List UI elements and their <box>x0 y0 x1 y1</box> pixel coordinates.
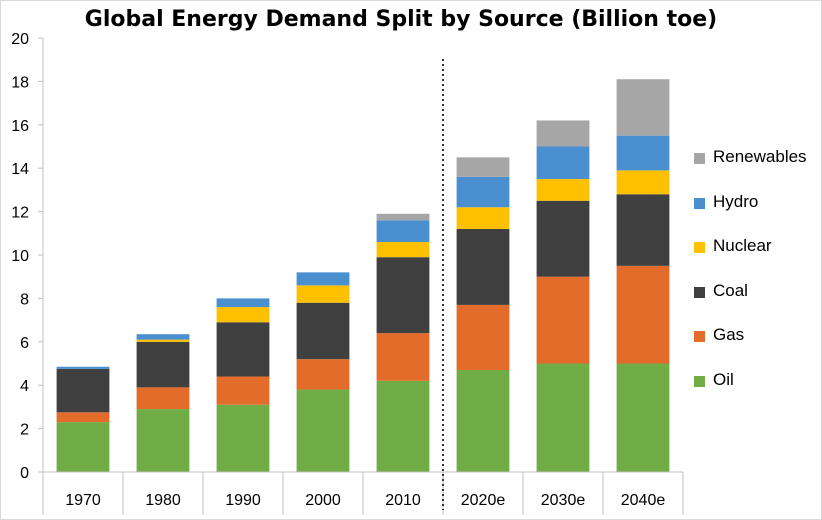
bar-segment-nuclear-2000 <box>296 285 350 303</box>
bar-segment-coal-1990 <box>216 322 270 377</box>
bar-segment-nuclear-2010 <box>376 241 430 258</box>
bar-segment-oil-1970 <box>56 422 110 472</box>
bar-segment-gas-1990 <box>216 376 270 405</box>
y-tick-label: 0 <box>20 465 29 482</box>
bar-segment-oil-2000 <box>296 389 350 472</box>
legend-item-gas: Gas <box>694 322 819 367</box>
legend-label: Gas <box>713 325 745 345</box>
bar-segment-gas-2040e <box>616 265 670 364</box>
x-tick-label: 2040e <box>621 492 666 509</box>
legend-label: Coal <box>713 280 748 300</box>
bar-segment-coal-2020e <box>456 228 510 305</box>
y-tick-label: 20 <box>11 31 29 48</box>
legend-label: Nuclear <box>713 236 772 256</box>
legend-item-hydro: Hydro <box>694 189 819 234</box>
bar-segment-gas-2000 <box>296 359 350 390</box>
legend-item-coal: Coal <box>694 278 819 323</box>
y-tick-label: 18 <box>11 74 29 91</box>
legend-swatch <box>694 242 705 254</box>
y-tick-label: 12 <box>11 205 29 222</box>
legend-swatch <box>694 286 705 298</box>
bar-segment-oil-2010 <box>376 380 430 472</box>
x-tick-label: 1990 <box>225 492 261 509</box>
bar-segment-hydro-2010 <box>376 220 430 242</box>
bar-segment-oil-1990 <box>216 404 270 472</box>
legend-item-oil: Oil <box>694 367 819 412</box>
bar-segment-renewables-2020e <box>456 157 510 177</box>
bar-segment-hydro-1980 <box>136 334 190 340</box>
bar-segment-hydro-2020e <box>456 176 510 208</box>
y-tick-label: 8 <box>20 291 29 308</box>
x-tick-label: 1980 <box>145 492 181 509</box>
bar-segment-nuclear-2040e <box>616 170 670 195</box>
bar-segment-gas-1980 <box>136 387 190 410</box>
legend-swatch <box>694 153 705 164</box>
y-tick-label: 10 <box>11 248 29 265</box>
bar-segment-coal-2030e <box>536 200 590 277</box>
bar-segment-hydro-1970 <box>56 366 110 369</box>
bar-segment-nuclear-2030e <box>536 179 590 201</box>
bar-segment-hydro-2040e <box>616 135 670 171</box>
bar-segment-oil-2040e <box>616 363 670 472</box>
x-tick-label: 1970 <box>65 492 101 509</box>
bar-segment-coal-2040e <box>616 194 670 266</box>
bar-segment-renewables-2030e <box>536 120 590 147</box>
bar-segment-renewables-2010 <box>376 213 430 221</box>
bar-segment-nuclear-1980 <box>136 339 190 342</box>
bar-segment-hydro-1990 <box>216 298 270 308</box>
bar-segment-gas-2010 <box>376 333 430 381</box>
y-tick-label: 6 <box>20 335 29 352</box>
bar-segment-renewables-2040e <box>616 79 670 136</box>
legend-item-renewables: Renewables <box>694 144 819 189</box>
y-tick-label: 4 <box>20 378 29 395</box>
bar-segment-oil-2030e <box>536 363 590 472</box>
x-tick-label: 2020e <box>461 492 506 509</box>
x-tick-label: 2030e <box>541 492 586 509</box>
bar-segment-coal-1980 <box>136 341 190 388</box>
bar-segment-oil-1980 <box>136 409 190 472</box>
legend-label: Renewables <box>713 147 807 166</box>
y-tick-label: 14 <box>11 161 29 178</box>
y-tick-label: 2 <box>20 422 29 439</box>
bar-segment-coal-2000 <box>296 302 350 360</box>
legend: Renewables Hydro Nuclear Coal Gas Oil <box>694 144 819 412</box>
x-tick-label: 2000 <box>305 492 341 509</box>
legend-label: Oil <box>713 369 734 389</box>
bar-segment-coal-1970 <box>56 368 110 413</box>
bar-segment-hydro-2030e <box>536 146 590 180</box>
bar-segment-nuclear-1990 <box>216 307 270 323</box>
y-tick-label: 16 <box>11 118 29 135</box>
x-tick-label: 2010 <box>385 492 421 509</box>
bar-segment-gas-1970 <box>56 412 110 423</box>
legend-label: Hydro <box>713 191 759 211</box>
legend-swatch <box>694 375 705 387</box>
bar-segment-nuclear-2020e <box>456 207 510 229</box>
bar-segment-gas-2020e <box>456 304 510 371</box>
bar-segment-coal-2010 <box>376 257 430 334</box>
chart-title: Global Energy Demand Split by Source (Bi… <box>84 7 718 32</box>
legend-swatch <box>694 197 705 209</box>
bar-segment-gas-2030e <box>536 276 590 364</box>
legend-item-nuclear: Nuclear <box>694 233 819 278</box>
bar-segment-oil-2020e <box>456 370 510 472</box>
legend-swatch <box>694 331 705 343</box>
bar-segment-hydro-2000 <box>296 272 350 286</box>
